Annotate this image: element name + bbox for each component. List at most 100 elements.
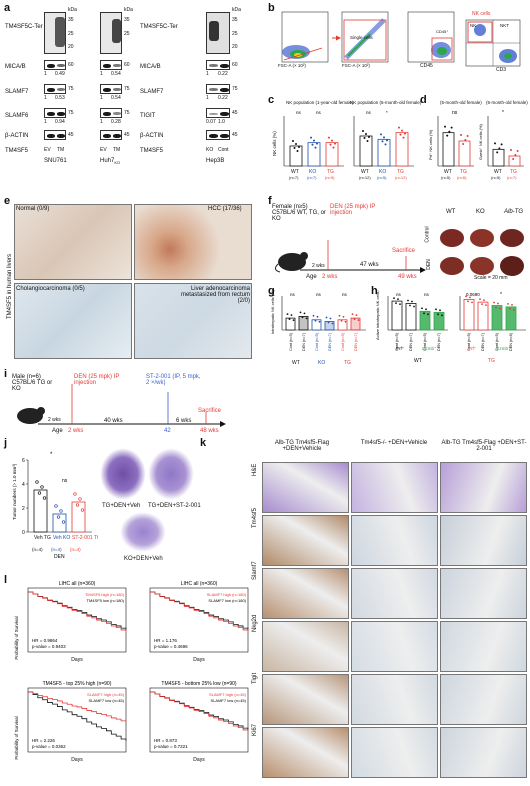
ihc-tile (351, 568, 438, 619)
data-point (402, 136, 405, 139)
data-point (464, 139, 467, 141)
data-point (499, 307, 501, 310)
bar (52, 513, 67, 533)
n-label: (n=4) (32, 547, 43, 552)
marker: 75 (124, 86, 130, 92)
row-label-tm4sf5: Tm4sf5 (252, 507, 258, 528)
legend-entry: SLAMF7 high (n=45) (209, 692, 247, 697)
y-tick: 6 (22, 458, 25, 464)
data-point (357, 319, 360, 321)
bar (71, 501, 86, 533)
plot-frame (149, 687, 249, 753)
label-right: SLAMF7 (140, 89, 164, 95)
ratio-3a: 1 (44, 119, 47, 125)
sig-label: ns (290, 292, 296, 297)
section-caption: TG+DEN+Veh (102, 503, 141, 509)
data-point (344, 320, 347, 323)
y-label: Prf⁺ NK cells (%) (428, 129, 433, 160)
panel-letter-k: k (200, 437, 207, 449)
blot-huh7-actin (100, 130, 122, 140)
lane-label: TM (113, 147, 121, 153)
plot-frame (27, 687, 127, 753)
data-point (61, 520, 66, 524)
y-label: Probability of Survival (14, 616, 19, 659)
data-point (399, 303, 401, 305)
ihc-tile (440, 568, 527, 619)
bar (491, 305, 503, 331)
timeline-label: 2 wks (312, 263, 325, 269)
bar-label: Cont (n=5) (341, 332, 345, 351)
marker-label: Prf⁺ (396, 346, 405, 351)
y-label: Active intrahepatic NK cells (%) (375, 290, 380, 340)
mouse-icon (17, 408, 43, 424)
bar (33, 489, 48, 533)
data-point (500, 143, 503, 146)
bar (289, 145, 303, 167)
marker: 45 (68, 132, 74, 138)
sig-label: * (502, 110, 504, 116)
mouse-label: Female (n≥5) C57BL/6 WT, TG, or KO (272, 204, 326, 222)
group-label: KO (318, 360, 325, 366)
sig-label: ns (342, 292, 348, 297)
panel-letter-a: a (4, 2, 11, 14)
ihc-tile (351, 674, 438, 725)
sig-label: * (50, 452, 53, 458)
panel-h-chart: Cont (n=5) DEN (n=7) Cont (n=5) DEN (n=7) Co… (375, 290, 526, 364)
sig-label: 0.0690 (466, 292, 480, 297)
panel-j-chart: 0 2 4 6 Veh TG (n=4) Veh KO (n=4) ST-2-001 TG (n=… (12, 452, 98, 560)
label-row-tm4sf5: TM4SF5 (5, 148, 29, 154)
age-label: 2 wks (322, 274, 338, 280)
section-caption: TG+DEN+ST-2-001 (148, 503, 201, 509)
liver-section-tg-drug (148, 448, 194, 500)
label-right: TM4SF5C-Ter (140, 24, 178, 30)
data-point (512, 158, 515, 160)
bar (359, 135, 373, 167)
legend-entry: SLAMF7 low (n=45) (89, 698, 125, 703)
data-point (78, 497, 82, 501)
blot-snu761-slamf6 (44, 108, 66, 118)
data-point (329, 317, 332, 320)
survival-curve (150, 591, 249, 632)
hr-label: HR = 2.226 (32, 738, 55, 743)
data-point (460, 134, 462, 136)
blot-hep3b-tm4sf5 (206, 12, 230, 54)
data-point (295, 143, 297, 145)
data-point (328, 136, 330, 139)
data-point (292, 140, 294, 142)
sig-label: ns (316, 110, 322, 115)
data-point (511, 303, 513, 306)
timeline-label: 40 wks (104, 418, 123, 424)
x-label: Days (193, 657, 205, 663)
n-label: (n=7) (507, 175, 517, 180)
data-point (363, 137, 366, 139)
marker: 25 (68, 31, 74, 37)
data-point (469, 296, 471, 299)
blot-hep3b-tigit (206, 108, 230, 118)
data-point (290, 314, 293, 316)
ihc-tile (262, 727, 349, 778)
timeline-label: 2 wks (48, 417, 61, 423)
panel-letter-d: d (420, 94, 427, 106)
group-label: ST-2-001 TG (72, 535, 98, 541)
liver-section-tg-veh (100, 448, 146, 500)
ihc-tile (351, 515, 438, 566)
n-label: (n=7) (289, 175, 299, 180)
bar (298, 315, 309, 331)
n-label: (n=5) (441, 175, 451, 180)
label-right: TIGIT (140, 113, 156, 119)
data-point (383, 136, 385, 139)
plot-title: TM4SF5 - bottom 25% low (n=90) (161, 681, 237, 687)
axis-label: FSC-A (× 10²) (342, 63, 370, 68)
col-label: KO (476, 209, 485, 215)
sig-label: ns (296, 110, 302, 115)
y-tick: 4 (22, 482, 25, 488)
data-point (362, 130, 364, 132)
sig-label: ns (452, 110, 458, 116)
group-label: TG (344, 360, 351, 366)
ratio: 0.54 (111, 95, 121, 101)
histology-side-label: TM4SF5 in human livers (7, 253, 13, 319)
marker: 75 (68, 110, 74, 116)
panel-letter-f: f (268, 195, 272, 207)
marker: 75 (124, 110, 130, 116)
